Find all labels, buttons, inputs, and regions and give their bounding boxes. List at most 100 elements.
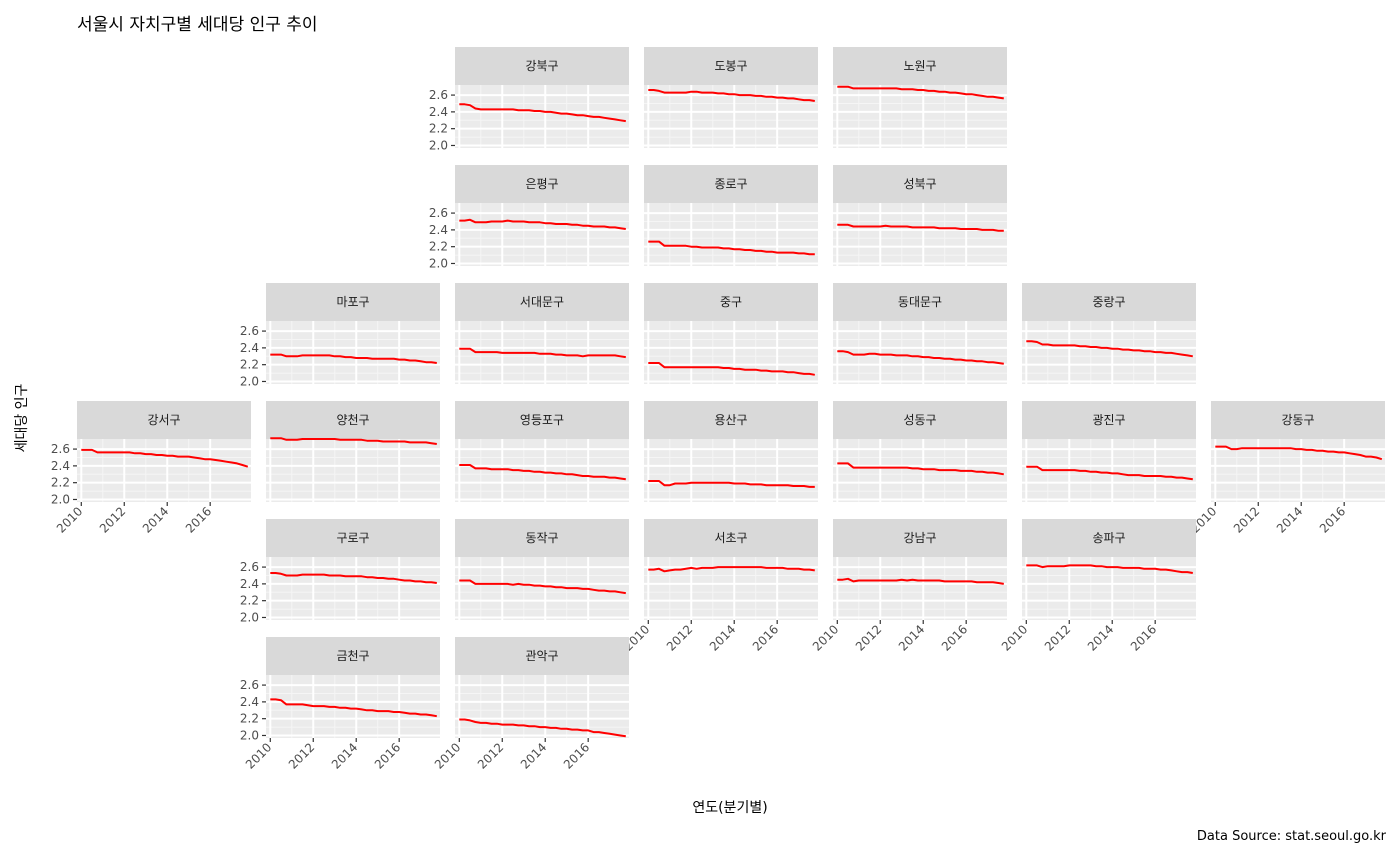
x-tick-label: 2012 <box>853 622 884 653</box>
facet-strip <box>455 47 629 85</box>
series-line <box>270 698 437 718</box>
facet-strip <box>833 47 1007 85</box>
series-line <box>270 353 437 364</box>
facet-strip-label: 강남구 <box>903 531 936 545</box>
facet-strip <box>833 283 1007 321</box>
x-tick-label: 2010 <box>432 740 463 771</box>
y-tick-label: 2.0 <box>240 610 259 624</box>
facet-strip <box>644 519 818 557</box>
y-tick-label: 2.6 <box>51 442 70 456</box>
series-line <box>648 240 815 256</box>
series-line <box>837 462 1004 476</box>
x-tick-label: 2010 <box>243 740 274 771</box>
facet-strip-label: 서대문구 <box>520 295 564 309</box>
facet-strip <box>644 165 818 203</box>
series-line <box>459 103 626 123</box>
y-tick-label: 2.6 <box>429 206 448 220</box>
series-line <box>459 218 626 230</box>
x-tick-label: 2014 <box>329 740 360 771</box>
facet-strip-label: 은평구 <box>525 177 558 191</box>
x-tick-label: 2012 <box>1042 622 1073 653</box>
facet-strip <box>644 47 818 85</box>
facet-strip <box>266 401 440 439</box>
x-tick-label: 2016 <box>183 504 214 535</box>
x-tick-label: 2010 <box>999 622 1030 653</box>
facet-strip <box>455 637 629 675</box>
facet-strip-label: 양천구 <box>336 412 369 427</box>
facet-strip <box>455 165 629 203</box>
facet-strip <box>266 519 440 557</box>
series-line <box>81 448 249 468</box>
facet-strip-label: 강동구 <box>1281 413 1314 427</box>
x-tick-label: 2010 <box>54 504 85 535</box>
x-tick-label: 2012 <box>664 622 695 653</box>
facet-strip-label: 서초구 <box>714 531 747 545</box>
facet-strip <box>266 283 440 321</box>
y-tick-label: 2.6 <box>240 324 259 338</box>
y-tick-label: 2.2 <box>51 476 70 490</box>
x-tick-label: 2012 <box>1231 504 1262 535</box>
series-line <box>648 89 815 102</box>
facet-strip-label: 마포구 <box>336 295 369 309</box>
facet-strip <box>455 519 629 557</box>
series-line <box>837 577 1004 585</box>
y-tick-label: 2.4 <box>429 105 448 119</box>
y-tick-label: 2.0 <box>429 138 448 152</box>
series-line <box>837 223 1004 232</box>
facet-strip <box>644 283 818 321</box>
facet-strip <box>1022 283 1196 321</box>
facet-strip <box>1022 519 1196 557</box>
x-tick-label: 2016 <box>561 740 592 771</box>
facet-strip-label: 성북구 <box>903 177 936 191</box>
x-tick-label: 2014 <box>896 622 927 653</box>
series-line <box>648 566 815 573</box>
y-tick-label: 2.4 <box>429 223 448 237</box>
y-axis-label: 세대당 인구 <box>14 383 30 453</box>
y-tick-label: 2.2 <box>429 240 448 254</box>
series-line <box>459 579 626 595</box>
x-tick-label: 2012 <box>286 740 317 771</box>
facet-strip <box>1211 401 1385 439</box>
y-tick-label: 2.4 <box>240 695 259 709</box>
facet-strip-label: 성동구 <box>903 413 936 427</box>
y-tick-label: 2.0 <box>429 256 448 270</box>
x-tick-label: 2014 <box>518 740 549 771</box>
series-line <box>837 350 1004 365</box>
series-line <box>648 480 815 488</box>
y-tick-label: 2.4 <box>240 577 259 591</box>
series-line <box>459 347 626 359</box>
series-line <box>270 572 437 584</box>
facet-strip-label: 도봉구 <box>714 59 747 73</box>
facet-strip <box>833 519 1007 557</box>
facet-strip-label: 송파구 <box>1092 531 1125 545</box>
facet-strip-label: 종로구 <box>714 177 747 191</box>
facet-strip <box>266 637 440 675</box>
facet-strip-label: 구로구 <box>336 531 369 545</box>
facet-strip <box>833 165 1007 203</box>
x-tick-label: 2010 <box>810 622 841 653</box>
series-line <box>459 464 626 481</box>
facet-strip-label: 중구 <box>720 295 742 309</box>
x-tick-label: 2014 <box>1085 622 1116 653</box>
chart-title: 서울시 자치구별 세대당 인구 추이 <box>77 15 318 35</box>
series-line <box>648 362 815 376</box>
y-tick-label: 2.4 <box>240 341 259 355</box>
facet-strip <box>455 283 629 321</box>
series-line <box>1215 445 1383 461</box>
x-tick-label: 2016 <box>372 740 403 771</box>
data-source-caption: Data Source: stat.seoul.go.kr <box>1196 829 1386 844</box>
x-tick-label: 2016 <box>750 622 781 653</box>
series-line <box>837 85 1004 100</box>
facet-strip-label: 동작구 <box>525 531 558 545</box>
series-line <box>1026 465 1193 481</box>
facet-strip-label: 관악구 <box>525 649 558 663</box>
x-tick-label: 2014 <box>707 622 738 653</box>
series-line <box>1026 340 1193 358</box>
x-tick-label: 2016 <box>939 622 970 653</box>
y-tick-label: 2.0 <box>240 728 259 742</box>
y-tick-label: 2.6 <box>240 560 259 574</box>
facet-strip-label: 용산구 <box>714 413 747 427</box>
y-tick-label: 2.2 <box>240 712 259 726</box>
